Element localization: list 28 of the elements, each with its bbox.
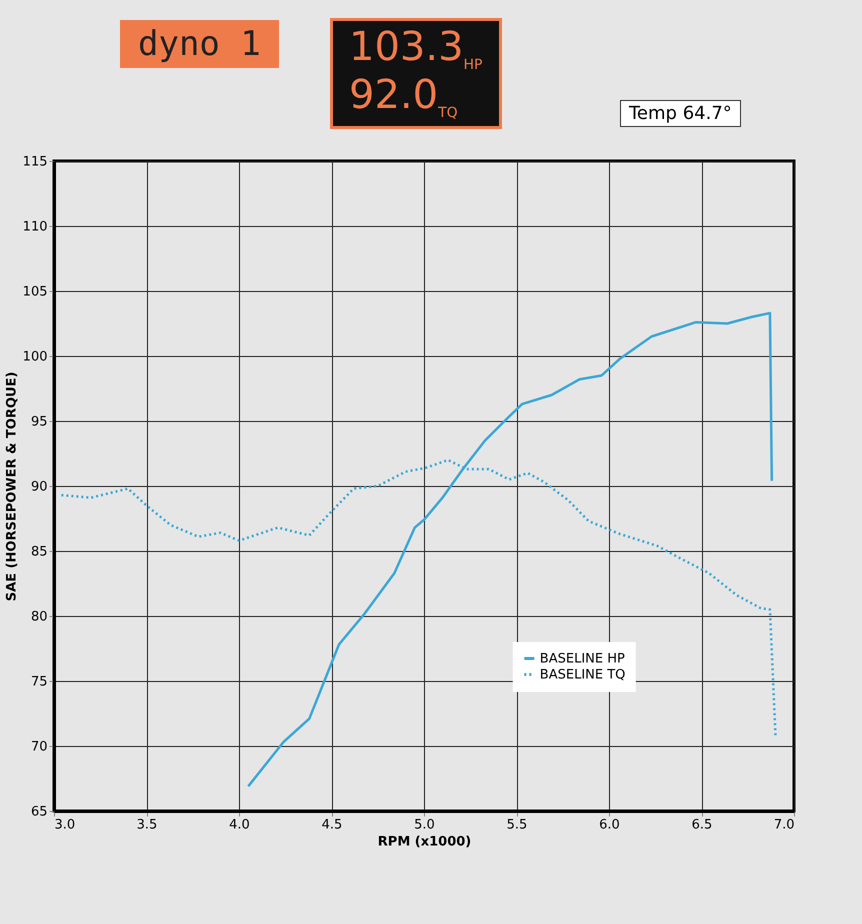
y-tick-label: 105 xyxy=(22,284,48,300)
x-tick-label: 3.0 xyxy=(54,818,76,832)
y-tick-label: 85 xyxy=(30,544,48,560)
x-tick-label: 4.5 xyxy=(322,818,342,832)
x-tick-label: 6.0 xyxy=(599,818,620,832)
x-axis-title: RPM (x1000) xyxy=(378,834,472,850)
y-tick-label: 115 xyxy=(22,154,48,170)
text: Temp 64.7° xyxy=(620,100,741,127)
y-axis-title: SAE (HORSEPOWER & TORQUE) xyxy=(4,372,20,602)
y-tick-label: 100 xyxy=(22,350,48,364)
text: 92.0$_{TQ}$ xyxy=(349,72,459,122)
x-tick-label: 6.5 xyxy=(692,818,712,832)
x-tick-label: 3.5 xyxy=(136,818,158,832)
y-tick-label: 90 xyxy=(30,480,48,494)
text: 103.3$_{HP}$ xyxy=(349,24,482,74)
legend-label: BASELINE TQ xyxy=(540,668,626,682)
y-tick-label: 65 xyxy=(30,804,48,820)
x-tick-label: 5.5 xyxy=(506,818,528,832)
y-tick-label: 75 xyxy=(30,674,48,690)
x-tick-label: 4.0 xyxy=(229,818,250,832)
y-tick-label: 95 xyxy=(30,414,48,430)
x-tick-label: 5.0 xyxy=(414,818,435,832)
y-tick-label: 110 xyxy=(22,220,48,234)
chart-title: dyno 1 xyxy=(120,20,279,68)
y-tick-label: 70 xyxy=(30,740,48,754)
legend-label: BASELINE HP xyxy=(540,652,625,666)
x-tick-label: 7.0 xyxy=(774,818,794,832)
y-tick-label: 80 xyxy=(30,610,48,624)
